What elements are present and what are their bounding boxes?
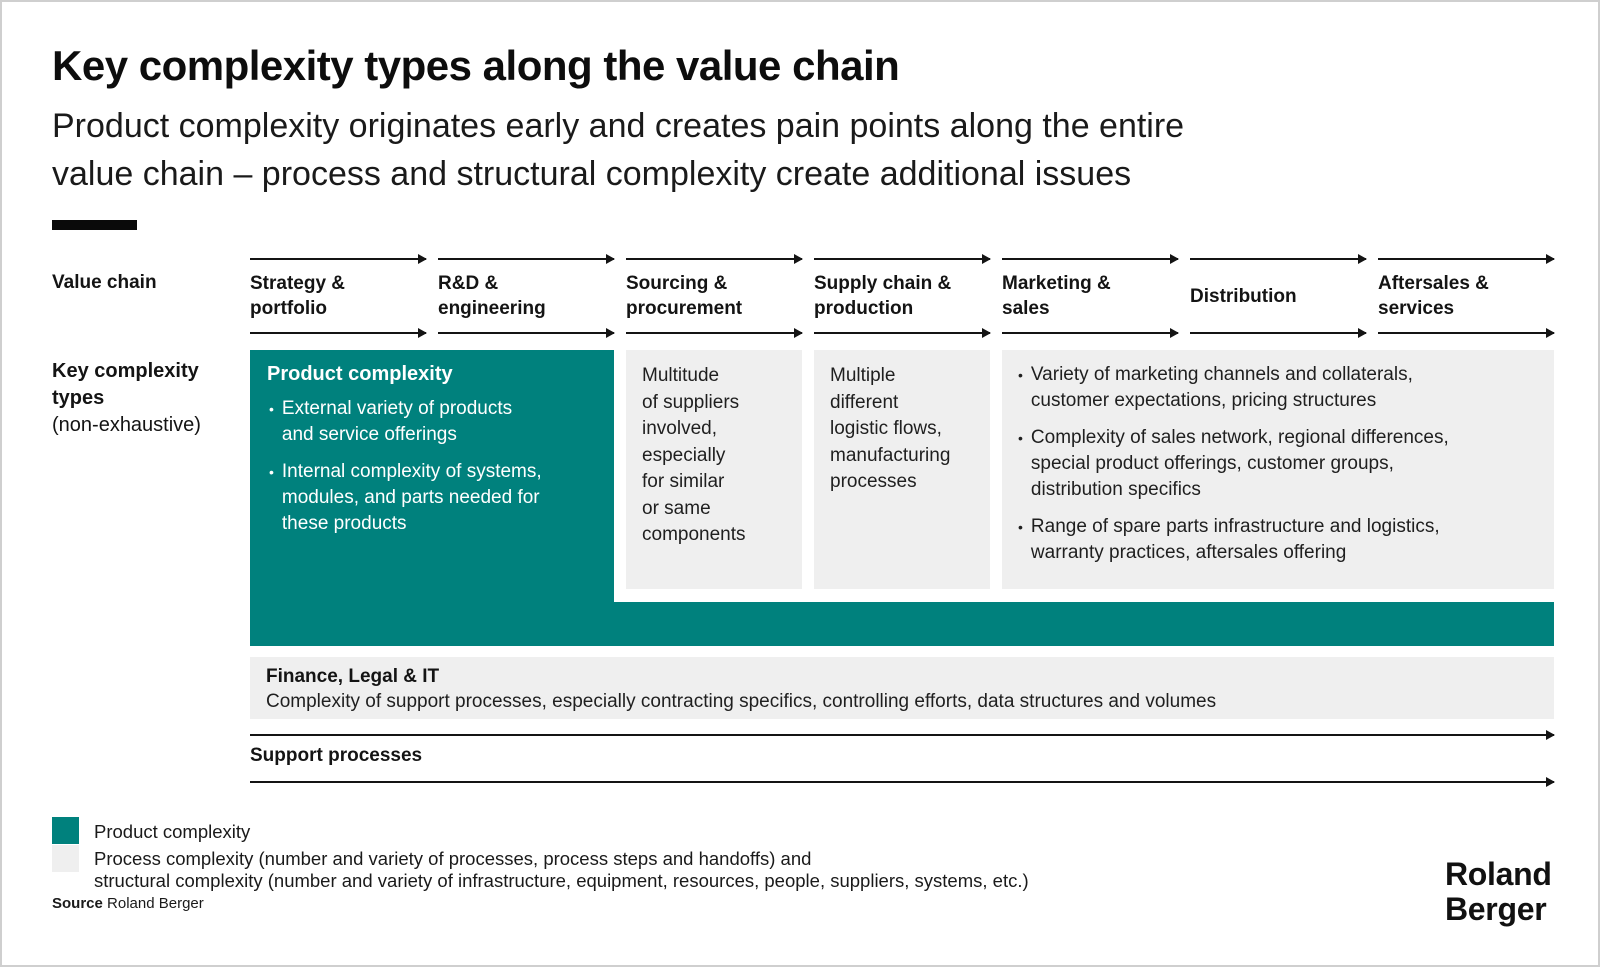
right-arrow-icon: [1002, 332, 1178, 334]
right-arrow-icon: [438, 258, 614, 260]
stage-label: Aftersales & services: [1378, 273, 1489, 319]
value-chain-stage-aftersales: Aftersales & services: [1378, 258, 1554, 334]
page-title: Key complexity types along the value cha…: [52, 42, 900, 89]
value-chain-label: Value chain: [52, 272, 157, 293]
finance-box-text: Complexity of support processes, especia…: [266, 691, 1217, 712]
complexity-boxes: Product complexity • External variety of…: [250, 350, 1554, 646]
list-item: • Complexity of sales network, regional …: [1016, 425, 1540, 503]
stage-label: Marketing & sales: [1002, 273, 1111, 319]
source-text: Roland Berger: [107, 895, 204, 912]
key-complexity-types-title: Key complexity types: [52, 360, 199, 409]
value-chain-stage-strategy: Strategy & portfolio: [250, 258, 426, 334]
stage-label: Strategy & portfolio: [250, 273, 346, 319]
legend-item-product: Product complexity: [52, 817, 1252, 844]
list-item: • Internal complexity of systems, module…: [267, 459, 597, 537]
sourcing-complexity-box: Multitude of suppliers involved, especia…: [626, 350, 802, 589]
right-arrow-icon: [1002, 258, 1178, 260]
bullet-icon: •: [269, 464, 274, 480]
key-complexity-types-label: Key complexity types (non-exhaustive): [52, 358, 247, 439]
list-item: • External variety of products and servi…: [267, 396, 597, 448]
right-arrow-icon: [250, 332, 426, 334]
value-chain-stage-rnd: R&D & engineering: [438, 258, 614, 334]
right-arrow-icon: [1378, 332, 1554, 334]
value-chain-stage-sourcing: Sourcing & procurement: [626, 258, 802, 334]
legend-swatch-product-icon: [52, 817, 79, 844]
downstream-complexity-box: • Variety of marketing channels and coll…: [1002, 350, 1554, 589]
value-chain-stages: Strategy & portfolio R&D & engineering S…: [250, 258, 1554, 334]
right-arrow-icon: [814, 258, 990, 260]
right-arrow-icon: [1190, 332, 1366, 334]
finance-box-title: Finance, Legal & IT: [266, 666, 440, 687]
finance-legal-it-box: Finance, Legal & IT Complexity of suppor…: [250, 657, 1554, 719]
support-processes-label: Support processes: [250, 745, 423, 766]
bullet-icon: •: [1018, 519, 1023, 535]
right-arrow-icon: [250, 734, 1554, 736]
right-arrow-icon: [438, 332, 614, 334]
source-label: Source: [52, 895, 103, 912]
stage-label: Sourcing & procurement: [626, 273, 743, 319]
supply-chain-complexity-box: Multiple different logistic flows, manuf…: [814, 350, 990, 589]
product-complexity-box: Product complexity • External variety of…: [250, 350, 614, 646]
list-item: • Variety of marketing channels and coll…: [1016, 362, 1540, 414]
product-complexity-title: Product complexity: [267, 363, 453, 385]
legend-item-process: Process complexity (number and variety o…: [52, 845, 1252, 891]
source-line: Source Roland Berger: [52, 895, 204, 912]
right-arrow-icon: [814, 332, 990, 334]
stage-label: R&D & engineering: [438, 273, 546, 319]
subtitle: Product complexity originates early and …: [52, 107, 1185, 193]
stage-label: Supply chain & production: [814, 273, 952, 319]
key-complexity-types-note: (non-exhaustive): [52, 414, 201, 436]
title-rule: [52, 220, 137, 230]
bullet-icon: •: [269, 401, 274, 417]
legend: Product complexity Process complexity (n…: [52, 817, 1252, 892]
right-arrow-icon: [250, 258, 426, 260]
right-arrow-icon: [1190, 258, 1366, 260]
stage-label: Distribution: [1190, 285, 1297, 307]
roland-berger-logo: Roland Berger: [1445, 856, 1552, 927]
legend-swatch-process-icon: [52, 845, 79, 872]
right-arrow-icon: [626, 332, 802, 334]
product-complexity-bar: [250, 602, 1554, 646]
value-chain-stage-supply-chain: Supply chain & production: [814, 258, 990, 334]
value-chain-stage-distribution: Distribution: [1190, 258, 1366, 334]
bullet-icon: •: [1018, 367, 1023, 383]
value-chain-stage-marketing: Marketing & sales: [1002, 258, 1178, 334]
right-arrow-icon: [1378, 258, 1554, 260]
bullet-icon: •: [1018, 430, 1023, 446]
right-arrow-icon: [626, 258, 802, 260]
right-arrow-icon: [250, 781, 1554, 783]
list-item: • Range of spare parts infrastructure an…: [1016, 514, 1540, 566]
